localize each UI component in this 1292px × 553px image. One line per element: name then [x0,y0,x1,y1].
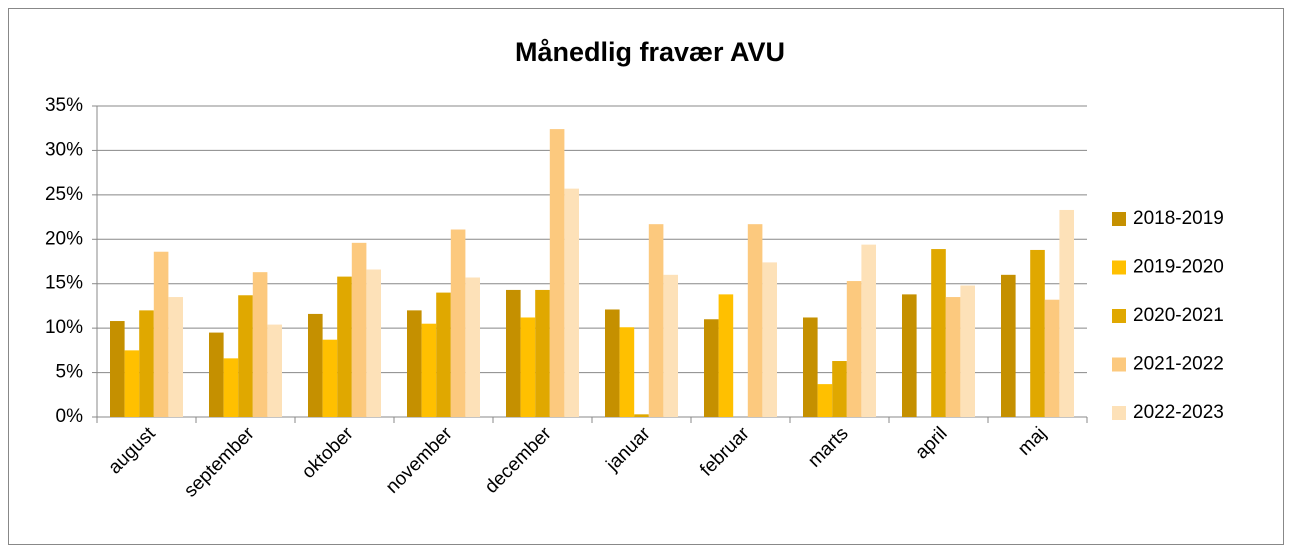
bar [960,285,975,417]
legend-swatch [1112,309,1126,323]
legend-swatch [1112,406,1126,420]
bar [238,295,253,417]
legend-swatch [1112,212,1126,226]
bar [762,262,777,417]
bar [520,317,536,417]
bar [436,292,451,417]
bar [351,242,367,417]
bar [465,277,480,417]
bar [648,224,664,417]
bar [634,414,649,417]
bar [337,276,352,417]
bar [110,321,125,417]
bar [124,350,140,417]
bar [747,224,763,417]
bar [366,269,381,417]
bar [407,310,422,417]
chart-title: Månedlig fravær AVU [515,37,785,67]
bar [535,289,550,417]
bar [1059,209,1074,417]
bar [718,294,734,417]
y-tick-label: 10% [45,317,83,338]
y-tick-label: 20% [45,228,83,249]
bar [945,297,961,417]
bar [506,289,521,417]
bar [619,327,635,417]
bar [450,229,466,417]
bar [846,281,862,417]
chart-border [8,8,1284,545]
y-tick-label: 30% [45,139,83,160]
bar [605,309,620,417]
legend-swatch [1112,260,1126,275]
bar [223,358,239,417]
bar [803,317,818,417]
bar [564,188,579,417]
bar [663,274,678,417]
legend-label: 2021-2022 [1133,354,1224,375]
bar [421,323,437,417]
legend-label: 2022-2023 [1133,402,1224,423]
bar [1044,299,1060,417]
y-tick-label: 5% [56,362,84,383]
bar [153,251,169,417]
bar [209,332,224,417]
bar [139,310,154,417]
bar [832,361,847,417]
bar [931,249,946,417]
legend-label: 2018-2019 [1133,208,1224,229]
bar [1030,249,1045,417]
y-tick-label: 15% [45,273,83,294]
bar [267,324,282,417]
bar [1001,274,1016,417]
bar [252,272,268,417]
bar [322,339,338,417]
bar [817,384,833,417]
bar [704,319,719,417]
legend-swatch [1112,357,1126,372]
bar [861,244,876,417]
y-tick-label: 0% [56,406,84,427]
bar [168,297,183,417]
y-tick-label: 35% [45,95,83,116]
bar [549,129,565,418]
legend-label: 2019-2020 [1133,257,1224,278]
y-tick-label: 25% [45,184,83,205]
bar [308,313,323,417]
legend-label: 2020-2021 [1133,305,1224,326]
bar [902,294,917,417]
